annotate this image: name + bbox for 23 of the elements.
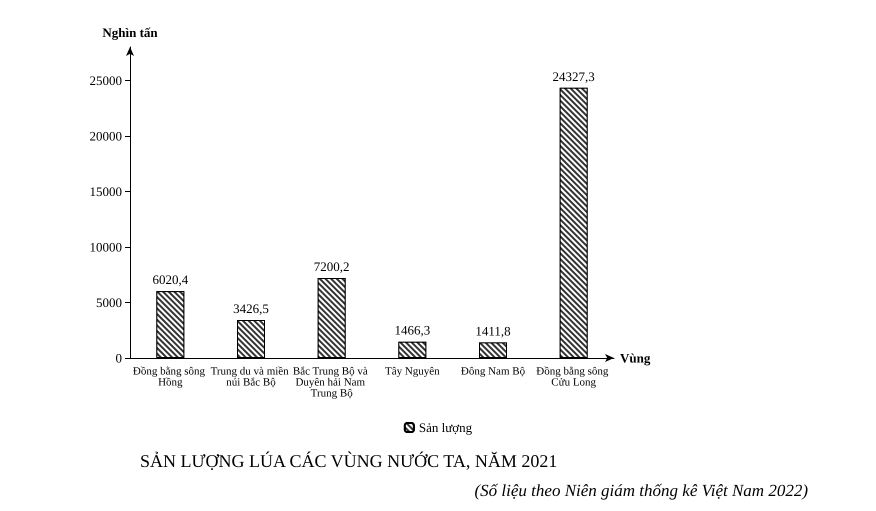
x-axis-title: Vùng [620, 350, 651, 366]
y-tick-label: 25000 [90, 72, 122, 88]
data-label: 1411,8 [475, 323, 511, 338]
legend-label: Sản lượng [418, 420, 473, 435]
text: SẢN LƯỢNG LÚA CÁC VÙNG NƯỚC TA, NĂM 2021 [140, 451, 558, 471]
x-tick-label: Bắc Trung Bộ và Duyên hải Nam Trung Bộ [292, 366, 370, 400]
data-label: 3426,5 [233, 300, 269, 316]
y-tick-label: 10000 [90, 239, 122, 254]
x-tick-label: Đông Nam Bộ [460, 366, 526, 378]
data-label: 24327,3 [552, 68, 595, 84]
y-tick-label: 20000 [90, 128, 122, 144]
x-tick-label: Đồng bằng sông Cửu Long [536, 366, 612, 388]
y-tick-label: 15000 [90, 184, 122, 199]
text: (Số liệu theo Niên giám thống kê Việt Nam 2022) [474, 481, 808, 500]
data-label: 1466,3 [394, 322, 430, 338]
x-tick-label: Đồng bằng sông Hồng [132, 366, 208, 388]
x-tick-label: Trung du và miền núi Bắc Bộ [210, 366, 292, 388]
data-label: 7200,2 [314, 259, 350, 274]
y-tick-label: 0 [116, 350, 122, 366]
x-tick-label: Tây Nguyên [384, 366, 440, 378]
y-axis-title: Nghìn tấn [102, 25, 158, 40]
data-label: 6020,4 [152, 272, 189, 288]
y-tick-label: 5000 [96, 294, 122, 310]
